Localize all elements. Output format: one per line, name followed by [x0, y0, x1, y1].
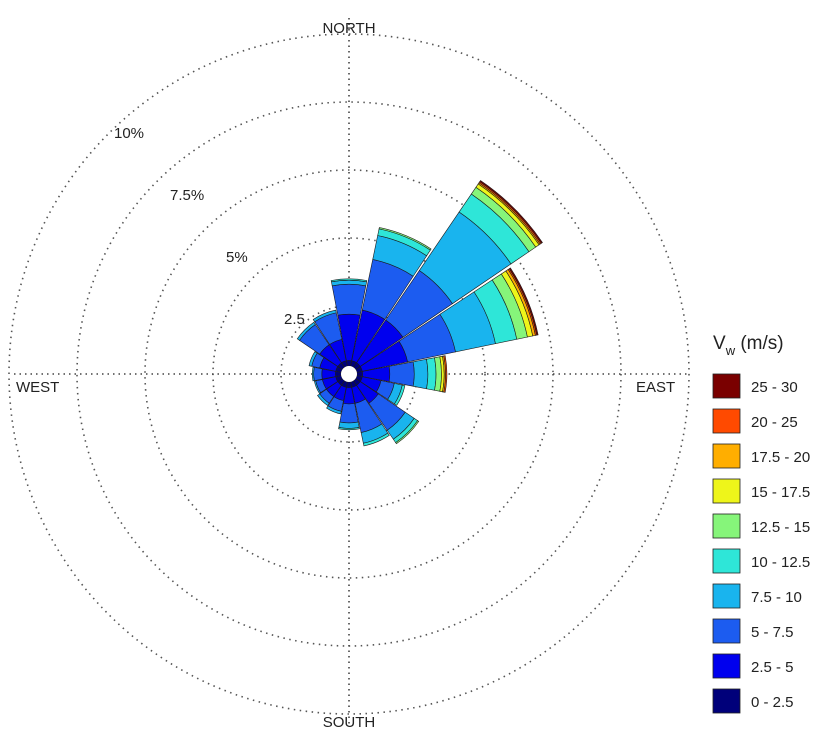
legend-title: Vw (m/s) — [713, 333, 784, 358]
sector-nnw-bin-3 — [312, 309, 337, 323]
sector-ne-bin-9 — [479, 180, 543, 244]
sector-e-bin-4 — [426, 357, 437, 391]
legend-label: 0 - 2.5 — [751, 694, 794, 711]
legend-items: 25 - 30 20 - 25 17.5 - 20 15 - 17.5 12.5 - 1… — [712, 373, 810, 714]
legend-swatch — [712, 408, 741, 434]
legend-swatch — [712, 583, 741, 609]
direction-label-east: EAST — [636, 379, 675, 396]
legend-label: 17.5 - 20 — [751, 449, 810, 466]
legend-label: 5 - 7.5 — [751, 624, 794, 641]
legend: Vw (m/s) 25 - 30 20 - 25 17.5 - 20 15 - 17.… — [712, 333, 810, 714]
sector-e-bin-8 — [443, 355, 448, 393]
legend-label: 2.5 - 5 — [751, 659, 794, 676]
legend-swatch — [712, 688, 741, 714]
sector-w-bin-3 — [311, 366, 315, 382]
sector-wnw-bin-3 — [308, 351, 318, 367]
legend-label: 10 - 12.5 — [751, 554, 810, 571]
sector-sw-bin-3 — [317, 393, 330, 406]
sector-w-bin-2 — [313, 367, 323, 381]
sector-nw-bin-3 — [296, 321, 316, 341]
legend-swatch — [712, 478, 741, 504]
sector-ene-bin-9 — [508, 267, 539, 336]
legend-label: 7.5 - 10 — [751, 589, 802, 606]
sector-ese-bin-4 — [394, 384, 406, 406]
sector-wsw-bin-3 — [314, 380, 321, 394]
grid-ring — [8, 33, 690, 715]
radial-tick-label: 5% — [226, 249, 248, 266]
radial-tick-label: 7.5% — [170, 187, 204, 204]
sector-n-bin-4 — [330, 278, 368, 283]
legend-label: 20 - 25 — [751, 414, 798, 431]
sector-nne-bin-5 — [378, 227, 432, 251]
legend-swatch — [712, 548, 741, 574]
legend-label: 12.5 - 15 — [751, 519, 810, 536]
sector-ssw-bin-3 — [326, 405, 342, 415]
radial-tick-label: 2.5 — [284, 311, 305, 328]
legend-swatch — [712, 373, 741, 399]
legend-swatch — [712, 618, 741, 644]
radial-tick-label: 10% — [114, 125, 144, 142]
direction-label-south: SOUTH — [323, 714, 376, 729]
legend-label: 25 - 30 — [751, 379, 798, 396]
sector-sse-bin-4 — [362, 432, 390, 447]
legend-swatch — [712, 443, 741, 469]
legend-swatch — [712, 653, 741, 679]
sector-s-bin-4 — [338, 427, 360, 431]
sector-e-bin-2 — [388, 361, 415, 387]
sector-e-bin-3 — [412, 358, 429, 390]
legend-swatch — [712, 513, 741, 539]
wind-sectors — [296, 180, 543, 447]
legend-label: 15 - 17.5 — [751, 484, 810, 501]
direction-label-north: NORTH — [322, 20, 375, 37]
center-hole — [341, 366, 357, 382]
sector-s-bin-3 — [338, 421, 360, 429]
sector-n-bin-2 — [331, 284, 367, 316]
direction-label-west: WEST — [16, 379, 59, 396]
sector-se-bin-5 — [395, 420, 420, 445]
